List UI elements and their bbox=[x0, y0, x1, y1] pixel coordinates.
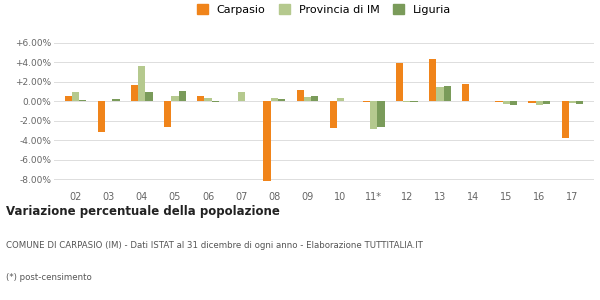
Bar bbox=[443, 86, 451, 101]
Bar bbox=[296, 89, 304, 101]
Bar bbox=[271, 98, 278, 101]
Bar bbox=[145, 92, 153, 101]
Legend: Carpasio, Provincia di IM, Liguria: Carpasio, Provincia di IM, Liguria bbox=[197, 4, 451, 15]
Bar bbox=[536, 101, 543, 105]
Bar bbox=[377, 101, 385, 127]
Bar bbox=[329, 101, 337, 128]
Bar bbox=[212, 101, 219, 102]
Bar bbox=[65, 96, 72, 101]
Text: COMUNE DI CARPASIO (IM) - Dati ISTAT al 31 dicembre di ogni anno - Elaborazione : COMUNE DI CARPASIO (IM) - Dati ISTAT al … bbox=[6, 241, 423, 250]
Bar bbox=[569, 101, 576, 103]
Bar bbox=[179, 91, 186, 101]
Bar bbox=[131, 85, 138, 101]
Bar bbox=[510, 101, 517, 105]
Bar bbox=[503, 101, 510, 104]
Text: (*) post-censimento: (*) post-censimento bbox=[6, 274, 92, 283]
Text: Variazione percentuale della popolazione: Variazione percentuale della popolazione bbox=[6, 205, 280, 218]
Bar bbox=[396, 63, 403, 101]
Bar bbox=[363, 101, 370, 102]
Bar bbox=[495, 101, 503, 102]
Bar bbox=[278, 99, 285, 101]
Bar bbox=[576, 101, 583, 104]
Bar bbox=[112, 99, 119, 101]
Bar bbox=[403, 101, 410, 102]
Bar bbox=[543, 101, 550, 104]
Bar bbox=[304, 97, 311, 101]
Bar bbox=[197, 96, 205, 101]
Bar bbox=[370, 101, 377, 128]
Bar bbox=[98, 101, 105, 132]
Bar bbox=[238, 92, 245, 101]
Bar bbox=[462, 84, 469, 101]
Bar bbox=[436, 87, 443, 101]
Bar bbox=[72, 92, 79, 101]
Bar bbox=[529, 101, 536, 103]
Bar bbox=[171, 96, 179, 101]
Bar bbox=[205, 98, 212, 101]
Bar bbox=[410, 101, 418, 102]
Bar bbox=[429, 59, 436, 101]
Bar bbox=[79, 100, 86, 101]
Bar bbox=[311, 96, 319, 101]
Bar bbox=[138, 66, 145, 101]
Bar bbox=[337, 98, 344, 101]
Bar bbox=[263, 101, 271, 181]
Bar bbox=[164, 101, 171, 127]
Bar bbox=[562, 101, 569, 138]
